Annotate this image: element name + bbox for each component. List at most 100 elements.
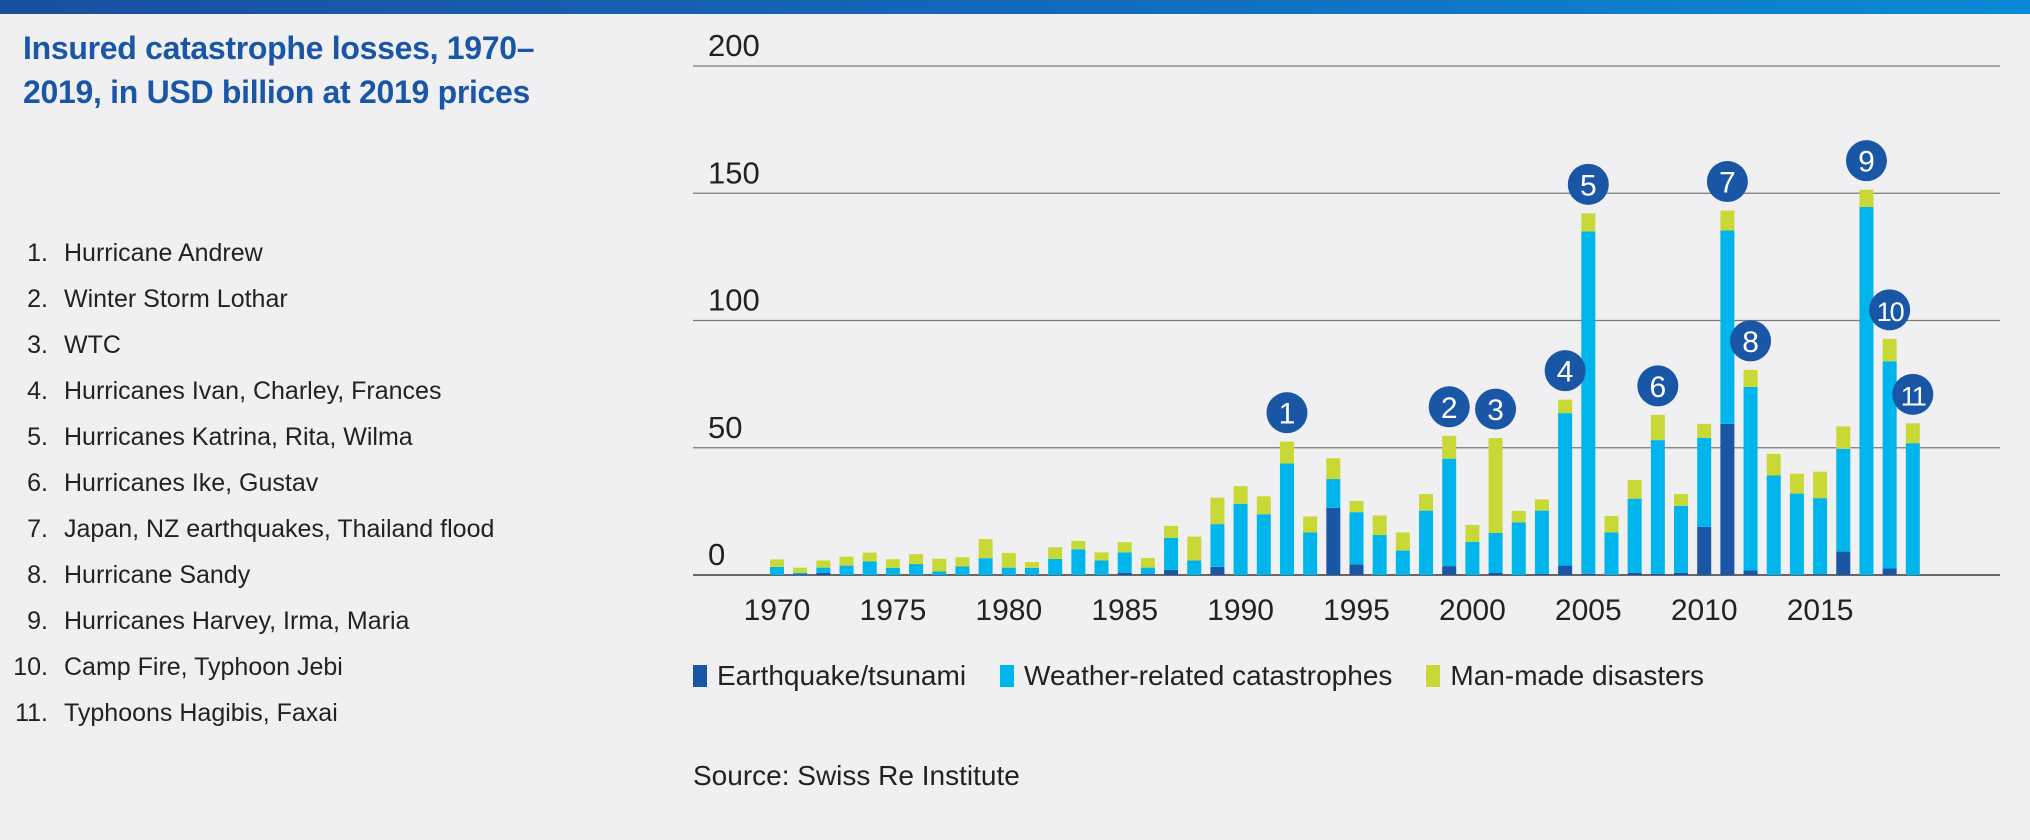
bar-manmade-2003 (1534, 499, 1549, 511)
bar-weather-2019 (1905, 443, 1920, 575)
bar-manmade-2017 (1859, 189, 1874, 207)
event-label: Camp Fire, Typhoon Jebi (64, 653, 343, 681)
bar-manmade-2018 (1882, 338, 1897, 362)
bar-weather-1989 (1210, 524, 1225, 567)
event-number: 7. (27, 515, 48, 543)
legend-item-earthquake: Earthquake/tsunami (693, 660, 966, 692)
y-tick-label: 200 (708, 28, 760, 63)
event-list: 1. Hurricane Andrew 2. Winter Storm Lothar 3… (0, 230, 660, 736)
callout-label: 11 (1901, 381, 1926, 411)
bar-weather-1992 (1279, 463, 1294, 575)
bar-earthquake-2016 (1836, 551, 1851, 575)
bar-manmade-1972 (816, 560, 831, 568)
bar-manmade-1976 (909, 554, 924, 565)
legend-label: Weather-related catastrophes (1024, 660, 1393, 691)
bar-weather-1991 (1256, 514, 1271, 575)
event-label: Winter Storm Lothar (64, 285, 288, 313)
bar-weather-1985 (1117, 552, 1132, 573)
bar-weather-1979 (978, 558, 993, 575)
callout-label: 6 (1649, 371, 1666, 404)
callout-label: 8 (1742, 326, 1759, 359)
event-label: Hurricane Andrew (64, 239, 263, 267)
bar-weather-2015 (1813, 498, 1828, 575)
bar-manmade-1973 (839, 556, 854, 566)
bar-earthquake-2009 (1674, 572, 1689, 575)
bar-manmade-1990 (1233, 486, 1248, 504)
bar-manmade-2009 (1674, 494, 1689, 506)
bar-weather-2004 (1558, 413, 1573, 566)
bar-manmade-1996 (1372, 515, 1387, 536)
bar-manmade-1982 (1048, 547, 1063, 559)
callout-marker (1266, 392, 1308, 434)
legend-item-weather: Weather-related catastrophes (1000, 660, 1392, 692)
callout-marker (1706, 161, 1748, 203)
x-tick-label: 2015 (1787, 594, 1854, 627)
bar-earthquake-1989 (1210, 566, 1225, 575)
bar-manmade-1983 (1071, 540, 1086, 550)
bar-weather-1980 (1001, 567, 1016, 575)
x-tick-label: 2010 (1671, 594, 1738, 627)
bar-weather-1973 (839, 565, 854, 575)
bar-weather-1997 (1395, 550, 1410, 575)
event-list-item: 1. Hurricane Andrew (0, 230, 660, 276)
x-tick-label: 1985 (1091, 594, 1158, 627)
bar-manmade-1977 (932, 558, 947, 572)
bar-manmade-1978 (955, 557, 970, 567)
y-tick-label: 150 (708, 155, 760, 190)
callout-marker (1869, 289, 1911, 331)
callout-marker (1892, 373, 1934, 415)
callout-marker (1544, 350, 1586, 392)
bar-weather-1984 (1094, 560, 1109, 575)
bar-earthquake-1971 (793, 574, 808, 575)
bar-earthquake-1995 (1349, 564, 1364, 575)
bar-manmade-2016 (1836, 426, 1851, 449)
bar-weather-2016 (1836, 448, 1851, 552)
chart-title: Insured catastrophe losses, 1970–2019, i… (23, 30, 535, 110)
event-number: 8. (27, 561, 48, 589)
bar-manmade-2019 (1905, 423, 1920, 444)
bar-earthquake-2010 (1697, 526, 1712, 575)
bar-weather-1978 (955, 566, 970, 575)
bar-manmade-1988 (1187, 536, 1202, 561)
bar-weather-1986 (1140, 567, 1155, 575)
bar-manmade-1984 (1094, 552, 1109, 561)
bar-weather-1983 (1071, 549, 1086, 575)
event-list-item: 3. WTC (0, 322, 660, 368)
callout-label: 5 (1580, 169, 1597, 202)
event-list-item: 4. Hurricanes Ivan, Charley, Frances (0, 368, 660, 414)
callout-label: 10 (1877, 297, 1904, 327)
bar-manmade-1975 (885, 559, 900, 568)
event-label: WTC (64, 331, 121, 359)
bar-manmade-2011 (1720, 210, 1735, 231)
bar-earthquake-1986 (1140, 574, 1155, 575)
bar-weather-2009 (1674, 505, 1689, 573)
event-list-item: 7. Japan, NZ earthquakes, Thailand flood (0, 506, 660, 552)
source-note: Source: Swiss Re Institute (693, 760, 1020, 791)
event-list-item: 2. Winter Storm Lothar (0, 276, 660, 322)
callout-marker (1845, 140, 1887, 182)
bar-weather-1981 (1024, 567, 1039, 575)
event-label: Hurricane Sandy (64, 561, 251, 589)
bar-weather-1999 (1442, 458, 1457, 567)
legend-swatch-weather (1000, 665, 1015, 687)
legend-swatch-manmade (1426, 665, 1441, 687)
bar-manmade-1971 (793, 567, 808, 573)
bar-earthquake-2007 (1627, 572, 1642, 575)
bar-manmade-1991 (1256, 496, 1271, 515)
bar-weather-2002 (1511, 522, 1526, 575)
event-number: 1. (27, 239, 48, 267)
bar-manmade-1985 (1117, 542, 1132, 553)
bar-manmade-1981 (1024, 562, 1039, 568)
bar-weather-2013 (1766, 475, 1781, 575)
bar-weather-2018 (1882, 361, 1897, 569)
bar-weather-2007 (1627, 498, 1642, 573)
bar-weather-1976 (909, 564, 924, 575)
event-label: Hurricanes Harvey, Irma, Maria (64, 607, 410, 635)
event-number: 4. (27, 377, 48, 405)
event-list-item: 9. Hurricanes Harvey, Irma, Maria (0, 598, 660, 644)
event-list-item: 10. Camp Fire, Typhoon Jebi (0, 644, 660, 690)
bar-weather-2000 (1465, 541, 1480, 575)
bar-weather-1994 (1326, 479, 1341, 508)
bar-manmade-1998 (1419, 494, 1434, 511)
event-number: 10. (13, 653, 48, 681)
